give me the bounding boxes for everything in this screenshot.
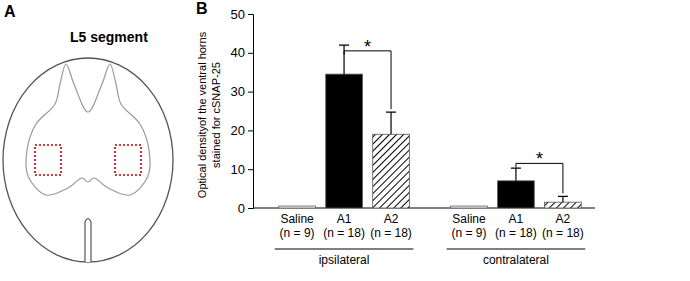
panel-a: A L5 segment <box>3 3 173 262</box>
error-bar <box>292 205 302 206</box>
y-tick-mark <box>248 130 253 131</box>
group-label: ipsilateral <box>319 253 370 267</box>
y-axis: 0 10 20 30 40 50 <box>231 7 254 216</box>
bar <box>498 181 535 208</box>
y-tick-mark <box>248 53 253 54</box>
error-bar <box>464 205 474 206</box>
y-tick: 30 <box>231 84 253 99</box>
bar <box>451 206 488 208</box>
significance-star: * <box>364 37 371 57</box>
x-tick-label: A2(n = 18) <box>542 212 584 240</box>
y-axis-title-line: Optical densityof the ventral horns <box>196 31 208 198</box>
y-axis-line <box>248 15 254 209</box>
y-tick-label: 10 <box>231 162 245 177</box>
y-tick-label: 20 <box>231 123 245 138</box>
y-axis-title-line: stained for cSNAP-25 <box>210 62 222 168</box>
y-tick-label: 0 <box>238 201 245 216</box>
cord-outline <box>3 58 173 262</box>
significance-bracket <box>344 51 391 109</box>
bar <box>326 74 363 208</box>
error-bar <box>558 196 568 202</box>
y-tick: 40 <box>231 45 253 60</box>
error-bar <box>511 168 521 181</box>
x-tick-label: A2(n = 18) <box>370 212 412 240</box>
panel-label: B <box>196 0 208 17</box>
y-tick-mark <box>248 14 253 15</box>
group-underline <box>275 249 414 250</box>
y-tick-mark <box>248 169 253 170</box>
bars <box>279 45 581 208</box>
y-tick: 50 <box>231 7 253 22</box>
bar <box>545 202 582 208</box>
group-underline <box>447 249 586 250</box>
x-tick-label: A1(n = 18) <box>495 212 537 240</box>
y-tick: 0 <box>238 201 253 216</box>
y-axis-title: Optical densityof the ventral hornsstain… <box>196 31 222 198</box>
y-tick: 20 <box>231 123 253 138</box>
bar <box>373 134 410 208</box>
bar <box>279 206 316 208</box>
ventral-fissure <box>85 219 91 263</box>
group-label: contralateral <box>483 253 549 267</box>
error-bar <box>386 112 396 134</box>
error-bar <box>339 45 349 74</box>
x-tick-labels: Saline(n = 9)A1(n = 18)A2(n = 18)Saline(… <box>280 212 584 240</box>
panel-title: L5 segment <box>70 29 148 45</box>
region-box <box>35 145 61 175</box>
figure: A L5 segment B 0 10 20 30 40 50 Optical densityof… <box>0 0 690 281</box>
region-box <box>115 145 141 175</box>
y-tick: 10 <box>231 162 253 177</box>
significance-star: * <box>536 149 543 169</box>
x-tick-label: Saline(n = 9) <box>451 212 486 240</box>
x-tick-label: A1(n = 18) <box>323 212 365 240</box>
y-tick-label: 30 <box>231 84 245 99</box>
y-tick-mark <box>248 92 253 93</box>
grey-matter <box>26 64 150 195</box>
y-tick-label: 40 <box>231 45 245 60</box>
x-tick-label: Saline(n = 9) <box>280 212 315 240</box>
y-tick-mark <box>248 208 253 209</box>
panel-label: A <box>4 3 16 20</box>
y-tick-label: 50 <box>231 7 245 22</box>
